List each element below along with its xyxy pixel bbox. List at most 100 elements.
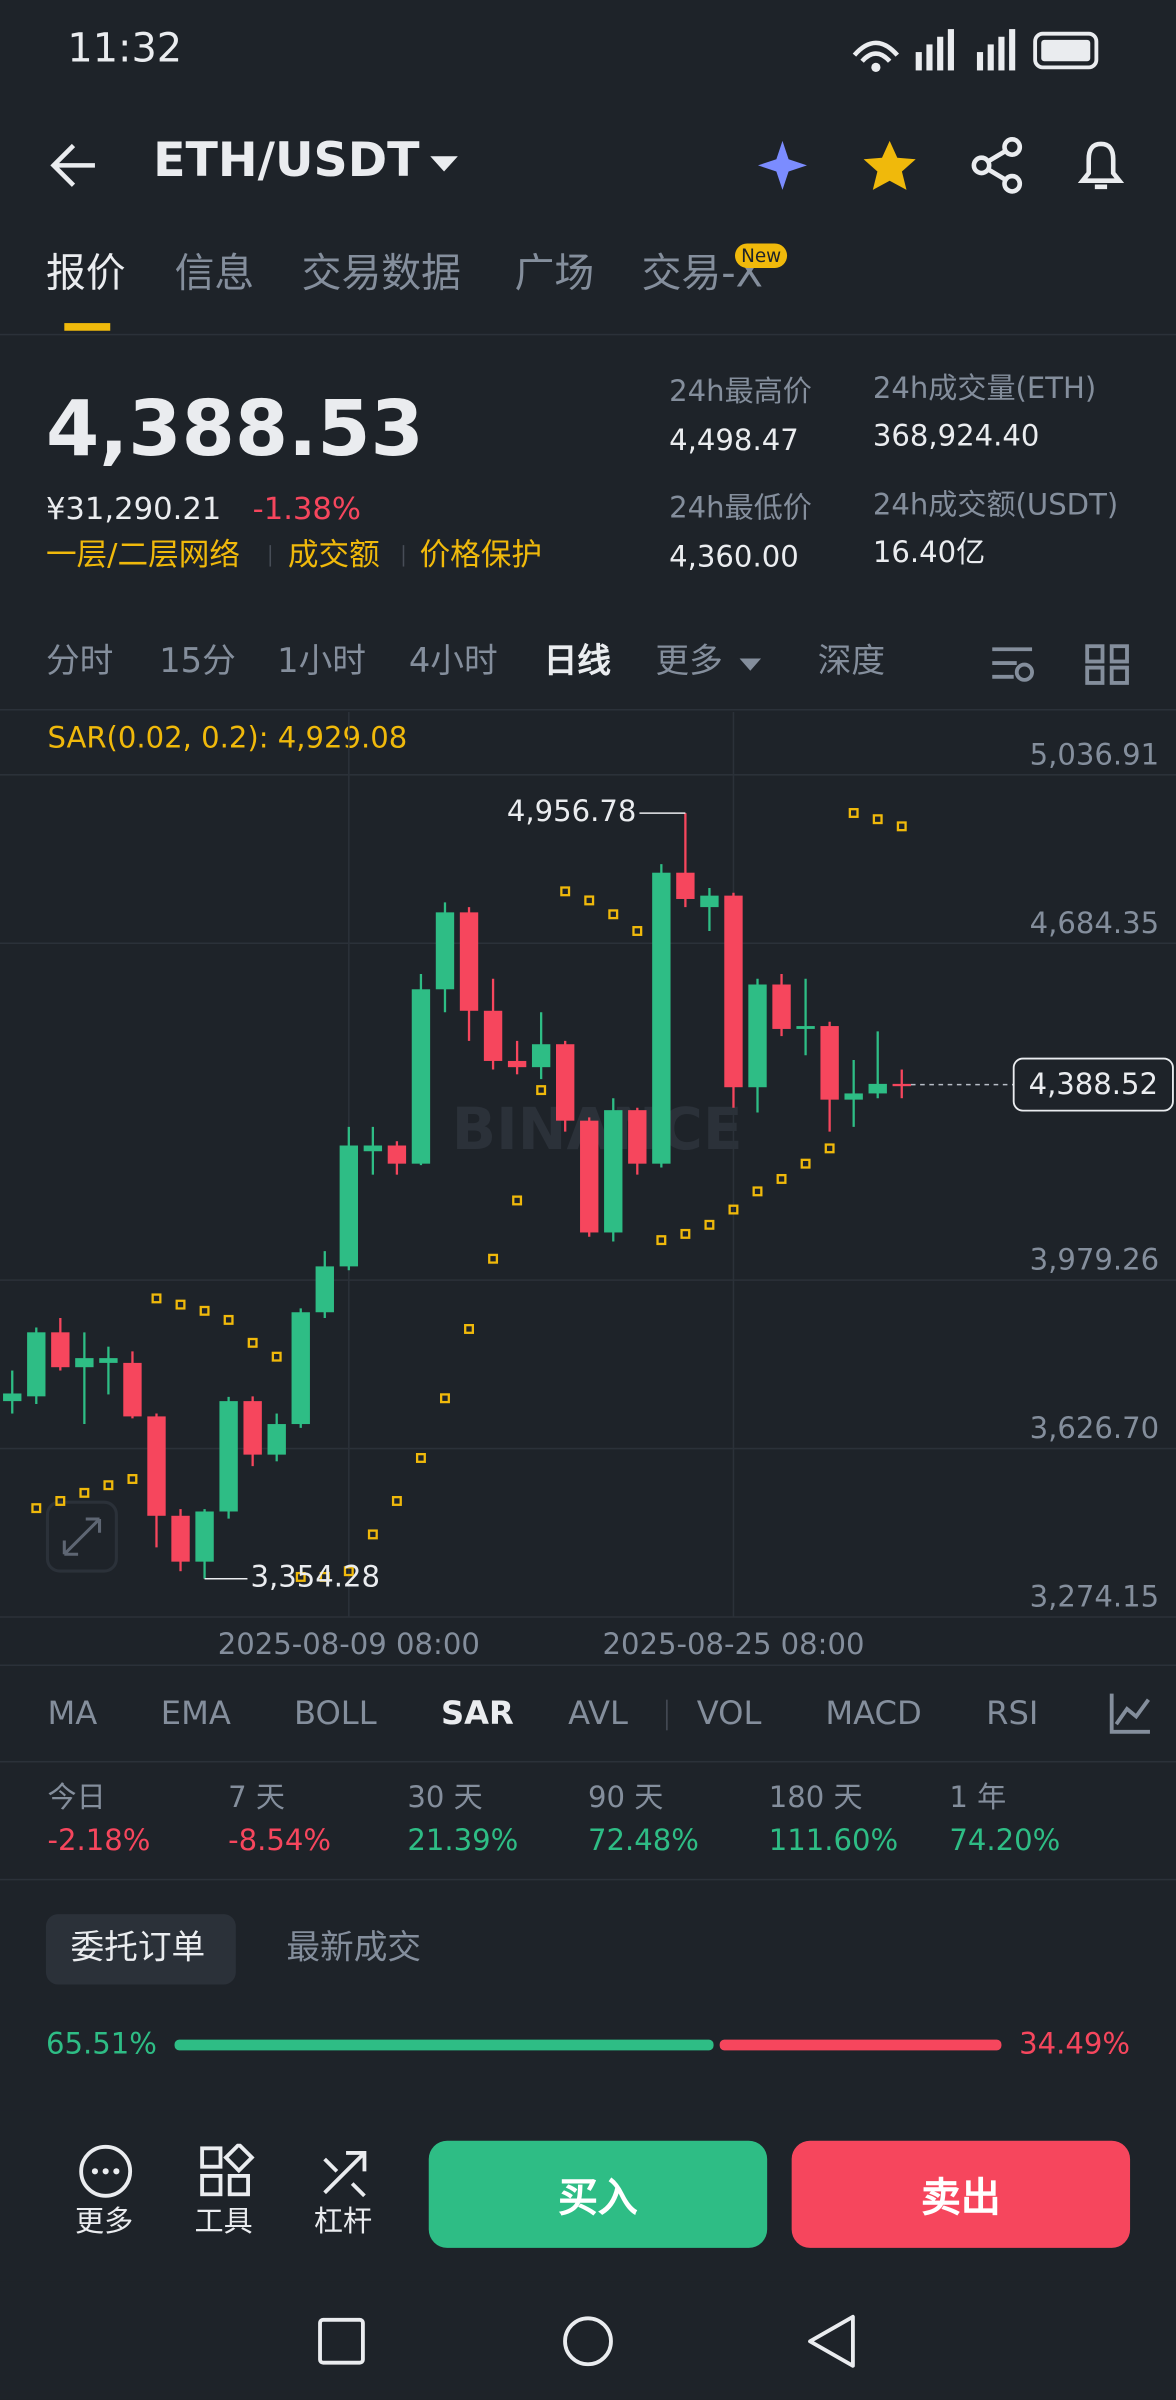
stat-label: 24h最高价	[669, 375, 812, 409]
candle-body	[892, 1083, 911, 1087]
indicator[interactable]: BOLL	[294, 1695, 377, 1732]
status-time: 11:32	[67, 26, 183, 72]
sar-point	[151, 1293, 162, 1304]
sar-point	[31, 1503, 42, 1514]
stat-label: 24h最低价	[669, 491, 812, 526]
indicator[interactable]: MACD	[825, 1695, 922, 1732]
y-tick-label: 4,684.35	[1030, 906, 1160, 940]
candle-body	[796, 1026, 815, 1029]
tab[interactable]: 交易数据	[301, 251, 461, 298]
candle-body	[171, 1515, 190, 1562]
separator	[269, 545, 272, 567]
favorite-icon[interactable]	[863, 140, 916, 190]
candle-body	[147, 1416, 166, 1516]
divider	[0, 708, 1176, 711]
interval[interactable]: 1小时	[277, 643, 366, 682]
back-button[interactable]	[46, 138, 107, 193]
interval[interactable]: 4小时	[408, 643, 498, 682]
x-tick-label: 2025-08-09 08:00	[218, 1627, 480, 1661]
tag[interactable]: 成交额	[287, 535, 380, 573]
perf-value: 111.60%	[768, 1823, 899, 1858]
indicator[interactable]: SAR	[441, 1695, 514, 1732]
candle-body	[3, 1393, 22, 1402]
status-icons	[852, 29, 1099, 72]
order-tab[interactable]: 最新成交	[286, 1929, 422, 1968]
candle-body	[531, 1044, 551, 1068]
sar-point	[608, 909, 619, 920]
candle-body	[724, 895, 743, 1088]
tool-label[interactable]: 工具	[194, 2205, 253, 2239]
tab[interactable]: 报价	[45, 251, 126, 298]
order-tab[interactable]: 委托订单	[70, 1929, 206, 1968]
tool-icons	[79, 2143, 367, 2198]
tag[interactable]: 价格保护	[419, 535, 543, 573]
sar-point	[367, 1529, 378, 1540]
recents-button[interactable]	[318, 2317, 365, 2365]
sar-point	[896, 821, 907, 832]
candlestick-chart[interactable]: SAR(0.02, 0.2): 4,929.08 BINANCE 5,036.9…	[0, 712, 1176, 1664]
indicator-settings[interactable]	[1107, 1691, 1153, 1737]
sell-button[interactable]: 卖出	[791, 2140, 1131, 2248]
perf-label: 7 天	[228, 1780, 286, 1815]
buy-button[interactable]: 买入	[428, 2140, 768, 2248]
candle-body	[27, 1332, 46, 1397]
stat-value: 16.40亿	[872, 535, 986, 570]
divider	[0, 1760, 1176, 1763]
candle-body	[75, 1358, 94, 1368]
pair-dropdown[interactable]	[429, 153, 460, 174]
perf-label: 30 天	[407, 1780, 483, 1815]
candle-body	[820, 1026, 839, 1100]
sar-point	[415, 1452, 426, 1463]
indicator[interactable]: AVL	[568, 1695, 628, 1732]
tool-label[interactable]: 杠杆	[313, 2205, 373, 2239]
order-tab-active[interactable]	[45, 1914, 236, 1985]
home-button[interactable]	[563, 2316, 613, 2367]
chart-settings-icons[interactable]	[989, 643, 1134, 686]
ai-icon[interactable]	[757, 140, 807, 190]
indicator[interactable]: EMA	[160, 1695, 231, 1732]
low-label: 3,354.28	[251, 1560, 381, 1594]
interval[interactable]: 分时	[45, 643, 114, 682]
stat-label: 24h成交额(USDT)	[872, 488, 1119, 523]
tab[interactable]: 信息	[174, 251, 255, 298]
sar-point	[632, 926, 643, 936]
share-icon[interactable]	[971, 137, 1023, 194]
indicator[interactable]: VOL	[696, 1695, 762, 1732]
perf-value: 74.20%	[949, 1823, 1061, 1858]
expand-icon	[62, 1517, 102, 1556]
sar-point	[464, 1323, 474, 1334]
candle-body	[772, 984, 791, 1029]
candle-body	[363, 1145, 383, 1152]
interval[interactable]: 15分	[159, 643, 236, 682]
sar-point	[343, 1566, 354, 1577]
candle-body	[676, 872, 695, 899]
tag[interactable]: 一层/二层网络	[45, 535, 241, 573]
sar-point	[175, 1299, 186, 1310]
candle-body	[459, 912, 479, 1011]
sar-point	[752, 1186, 763, 1197]
separator	[666, 1699, 668, 1731]
indicator[interactable]: MA	[47, 1695, 98, 1732]
interval[interactable]: 日线	[543, 643, 611, 682]
tool-label[interactable]: 更多	[75, 2205, 134, 2239]
system-nav	[318, 2314, 855, 2368]
sar-point	[199, 1305, 210, 1316]
more-dropdown[interactable]	[738, 655, 763, 673]
tab-indicator	[64, 323, 111, 331]
indicator[interactable]: RSI	[986, 1695, 1039, 1732]
sar-point	[247, 1337, 258, 1348]
perf-value: 21.39%	[407, 1823, 519, 1858]
perf-label: 今日	[47, 1780, 106, 1815]
candle-body	[123, 1362, 142, 1417]
alert-icon[interactable]	[1077, 141, 1125, 190]
pair-title[interactable]: ETH/USDT	[153, 133, 420, 189]
header-icons	[757, 137, 1125, 194]
interval[interactable]: 深度	[817, 643, 886, 682]
stat-value: 4,498.47	[669, 424, 799, 458]
back-nav-button[interactable]	[808, 2314, 855, 2368]
tab[interactable]: 广场	[514, 251, 595, 298]
sar-point	[560, 886, 571, 897]
candle-body	[580, 1120, 599, 1233]
last-price-label: 4,388.52	[1029, 1067, 1159, 1101]
interval[interactable]: 更多	[655, 643, 723, 682]
